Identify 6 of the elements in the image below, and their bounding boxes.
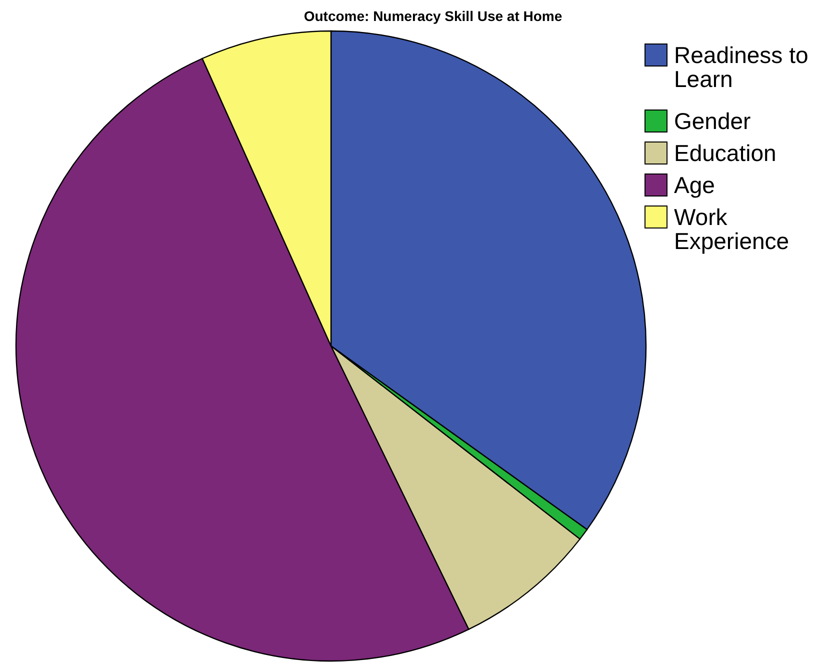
legend-label: Age [674,172,715,198]
legend-label: Work Experience [674,204,790,254]
legend-label: Education [674,140,776,166]
chart-title: Outcome: Numeracy Skill Use at Home [304,8,562,24]
legend-label: Readiness to Learn [674,42,808,92]
legend-label: Gender [674,108,752,134]
